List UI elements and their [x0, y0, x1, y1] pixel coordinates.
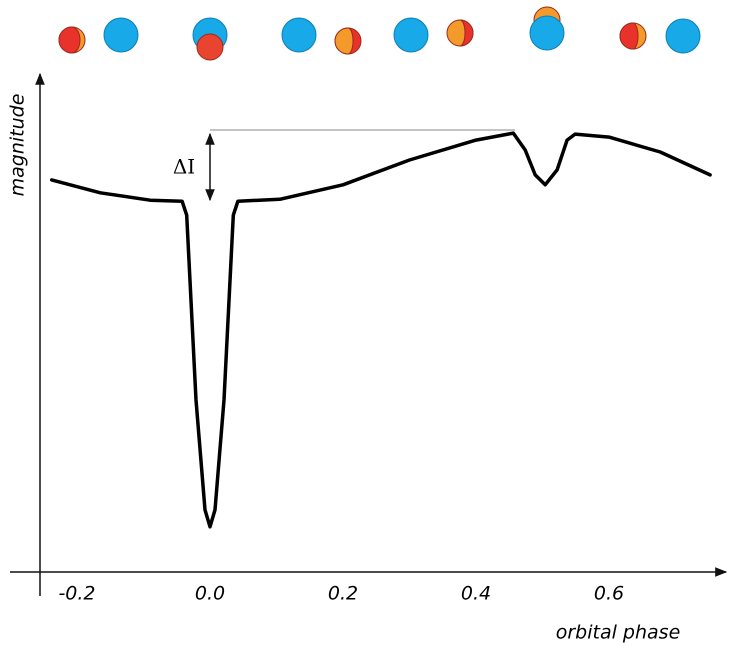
x-axis-label: orbital phase	[556, 622, 681, 644]
annotation: ΔI	[173, 155, 195, 179]
x-tick-label: 0.0	[195, 583, 225, 605]
x-tick-label: 0.2	[328, 583, 358, 605]
stars	[58, 6, 701, 61]
x-tick-label: -0.2	[58, 583, 95, 605]
x-tick-label: 0.6	[594, 583, 624, 605]
x-tick-label: 0.4	[461, 583, 491, 605]
y-axis-label: magnitude	[7, 94, 29, 197]
light-curve	[49, 131, 712, 529]
